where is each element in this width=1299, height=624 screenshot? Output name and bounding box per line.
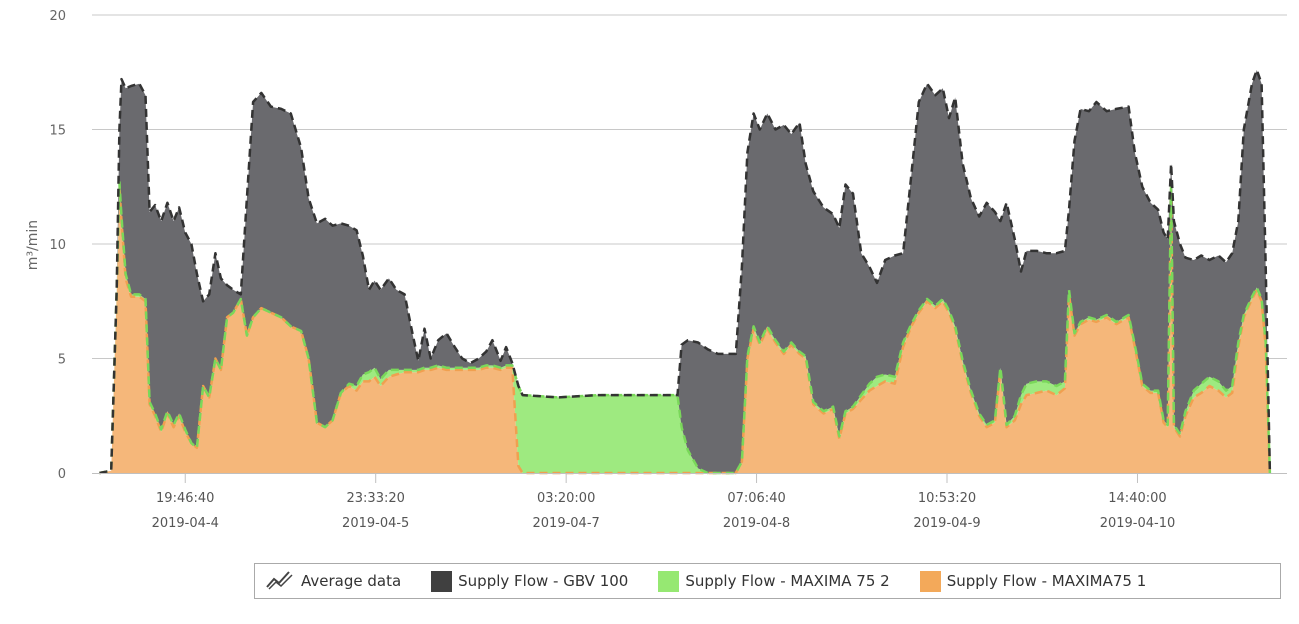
- legend-label: Supply Flow - MAXIMA 75 2: [685, 572, 890, 590]
- x-tick-time: 10:53:20: [918, 491, 976, 506]
- y-axis-ticks: 0 5 10 15 20: [49, 9, 66, 482]
- x-tick-time: 19:46:40: [156, 491, 214, 506]
- y-tick-label: 20: [49, 9, 66, 24]
- series-areas: [99, 68, 1272, 475]
- y-axis-label: m³/min: [25, 220, 41, 270]
- legend-item-average-data[interactable]: Average data: [265, 568, 401, 594]
- y-tick-label: 0: [58, 467, 66, 482]
- legend-label: Supply Flow - MAXIMA75 1: [946, 572, 1147, 590]
- area-gbv-100-line: [99, 68, 1272, 475]
- area-gbv-100: [99, 70, 1270, 473]
- y-tick-label: 5: [58, 353, 66, 368]
- x-tick-date: 2019-04-9: [913, 516, 980, 531]
- legend-label: Supply Flow - GBV 100: [458, 572, 629, 590]
- x-tick-time: 03:20:00: [537, 491, 595, 506]
- x-tick-time: 14:40:00: [1108, 491, 1166, 506]
- area-maxima75-1-line: [99, 185, 1272, 475]
- x-tick-time: 23:33:20: [347, 491, 405, 506]
- y-tick-label: 10: [49, 238, 66, 253]
- area-maxima-75-2-line: [99, 180, 1272, 475]
- x-tick-date: 2019-04-8: [723, 516, 790, 531]
- legend: Average data Supply Flow - GBV 100 Suppl…: [254, 563, 1281, 599]
- area-maxima75-1: [99, 186, 1270, 474]
- x-tick-date: 2019-04-7: [533, 516, 600, 531]
- x-tick-date: 2019-04-4: [152, 516, 219, 531]
- legend-swatch-maxima-75-2: [658, 570, 680, 592]
- trend-lines-icon: [265, 568, 295, 594]
- legend-item-gbv-100[interactable]: Supply Flow - GBV 100: [431, 570, 629, 592]
- x-tick-time: 07:06:40: [727, 491, 785, 506]
- x-tick-date: 2019-04-10: [1100, 516, 1176, 531]
- legend-swatch-gbv-100: [431, 570, 453, 592]
- legend-item-maxima-75-2[interactable]: Supply Flow - MAXIMA 75 2: [658, 570, 890, 592]
- x-axis: 19:46:40 2019-04-4 23:33:20 2019-04-5 03:20:…: [92, 473, 1287, 531]
- legend-swatch-maxima75-1: [919, 570, 941, 592]
- legend-item-maxima75-1[interactable]: Supply Flow - MAXIMA75 1: [919, 570, 1147, 592]
- legend-label: Average data: [301, 572, 402, 590]
- x-tick-date: 2019-04-5: [342, 516, 409, 531]
- stacked-area-chart: 0 5 10 15 20 m³/min 19:46:40 2019-04-4 23:33:2…: [25, 9, 1287, 531]
- y-tick-label: 15: [49, 124, 66, 139]
